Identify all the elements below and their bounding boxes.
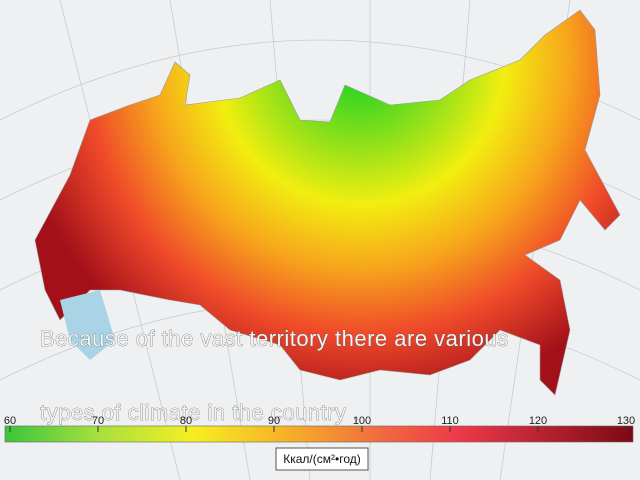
tick-label: 70 — [92, 415, 104, 427]
tick-label: 100 — [353, 415, 371, 427]
scale-ticks: 60 70 80 90 100 110 120 130 — [4, 415, 635, 432]
tick-label: 130 — [617, 415, 635, 427]
caption-line: Because of the vast territory there are … — [40, 326, 509, 351]
sea — [60, 290, 115, 360]
tick-label: 60 — [4, 415, 16, 427]
color-scale — [4, 425, 634, 443]
tick-label: 110 — [441, 415, 459, 427]
tick-label: 80 — [180, 415, 192, 427]
territory — [34, 9, 621, 396]
tick-label: 90 — [268, 415, 280, 427]
unit-box — [275, 447, 369, 471]
caption-line: types of climate in the country . — [40, 400, 360, 425]
unit-label: Ккал/(см²•год) — [283, 452, 360, 466]
tick-label: 120 — [529, 415, 547, 427]
